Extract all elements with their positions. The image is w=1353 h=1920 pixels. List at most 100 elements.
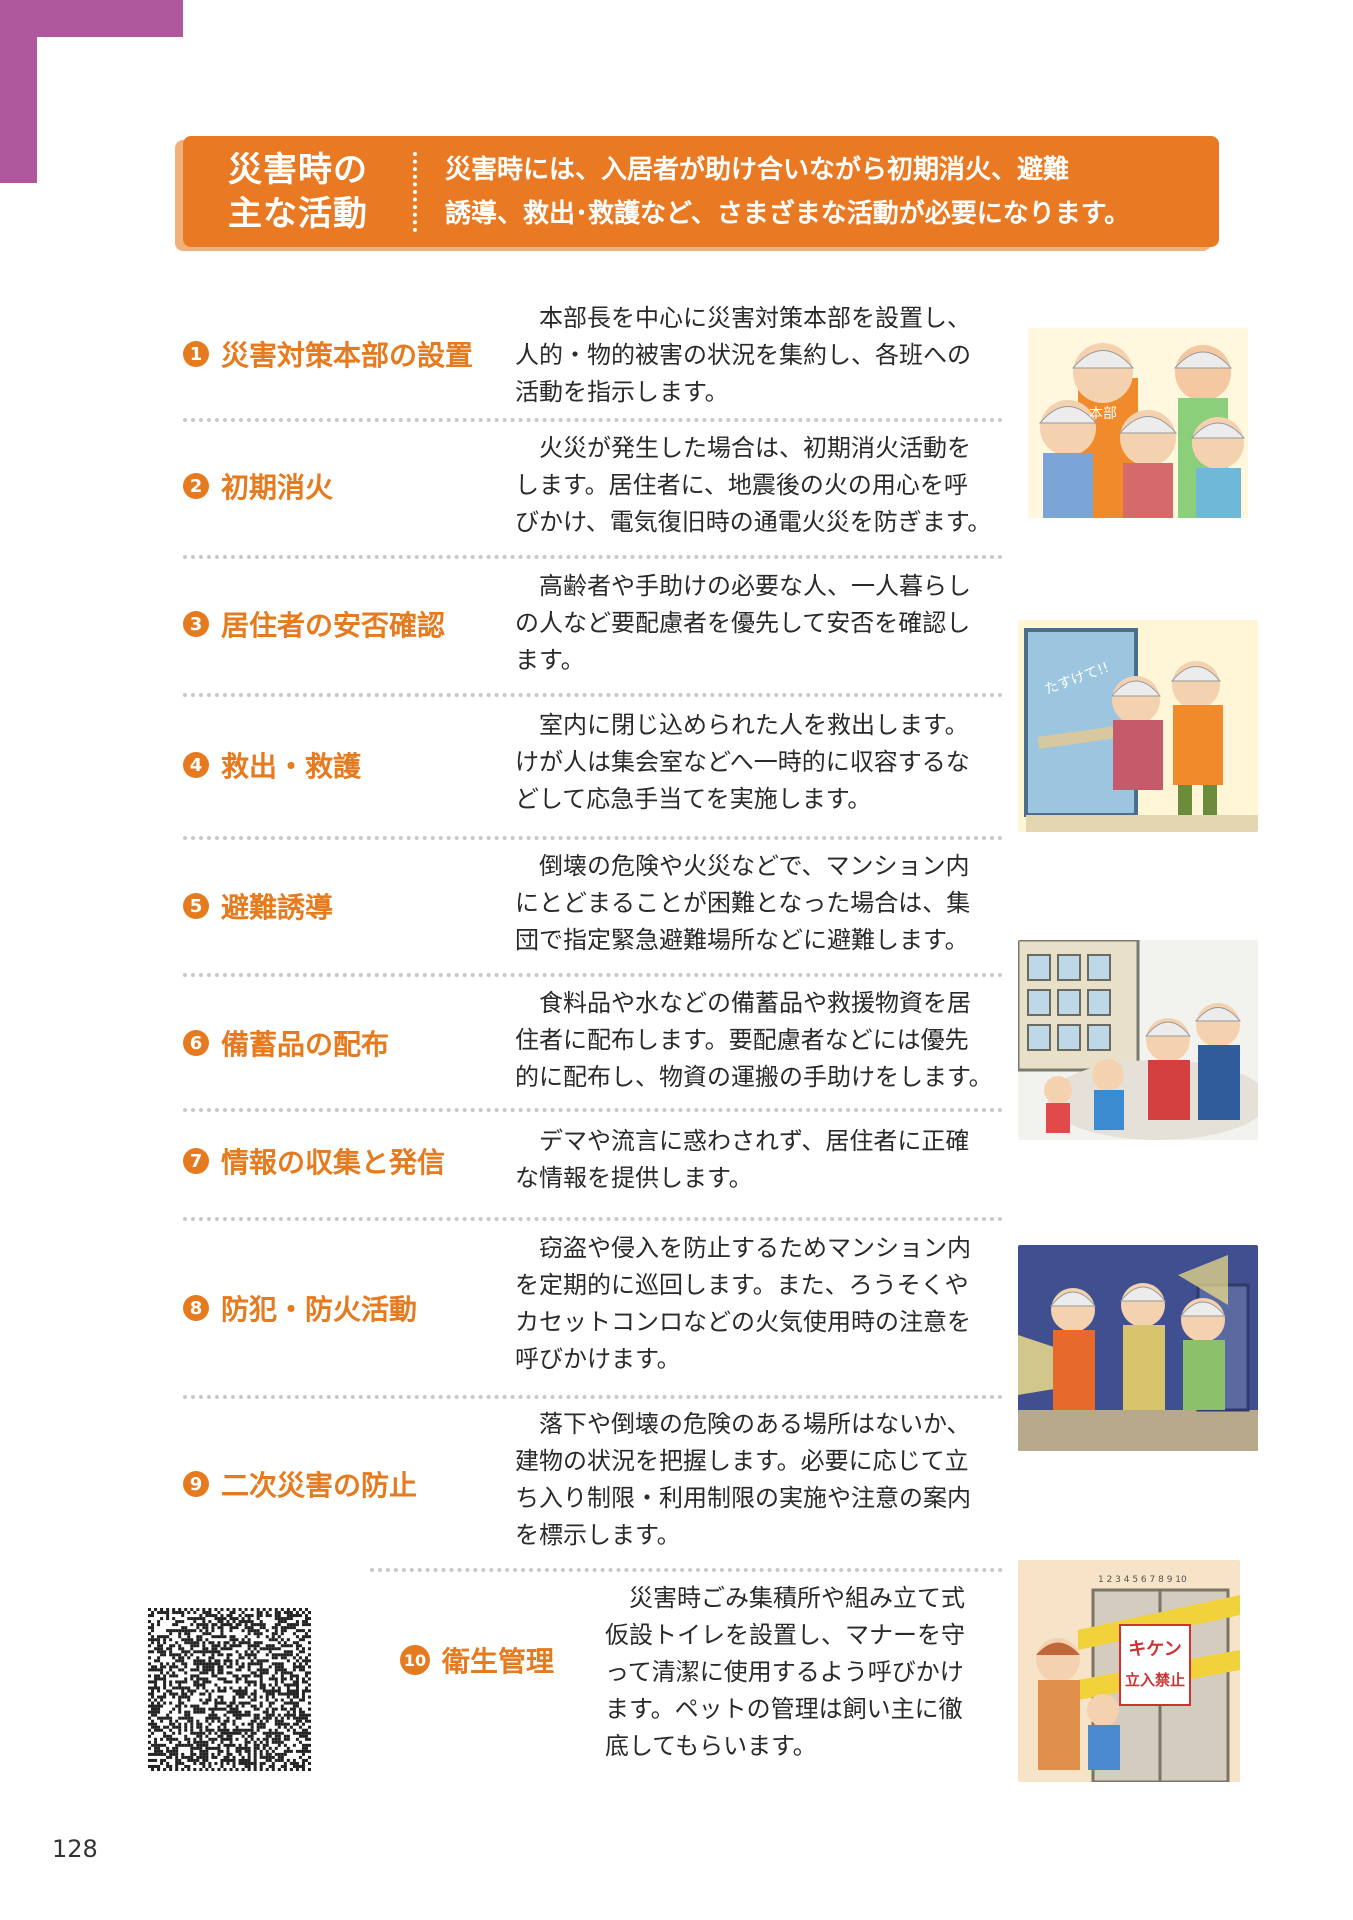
activity-title: 3 居住者の安否確認 — [183, 604, 445, 644]
number-badge: 1 — [183, 341, 209, 367]
description-line: 火災が発生した場合は、初期消火活動を — [515, 434, 971, 462]
activity-item-5: 5 避難誘導 倒壊の危険や火災などで、マンション内 にとどまることが困難となった… — [183, 848, 1003, 958]
activity-description: デマや流言に惑わされず、居住者に正確 な情報を提供します。 — [515, 1123, 1009, 1197]
description-line: 住者に配布します。要配慮者などには優先 — [515, 1026, 969, 1054]
header-divider — [413, 151, 417, 232]
number-badge: 2 — [183, 473, 209, 499]
activity-description: 高齢者や手助けの必要な人、一人暮らし の人など要配慮者を優先して安否を確認し ま… — [515, 568, 1009, 679]
section-description-line: 災害時には、入居者が助け合いながら初期消火、避難 — [445, 154, 1070, 185]
description-line: 人的・物的被害の状況を集約し、各班への — [515, 341, 971, 369]
description-line: 的に配布し、物資の運搬の手助けをします。 — [515, 1063, 993, 1091]
activity-title-text: 居住者の安否確認 — [221, 609, 446, 642]
keep-out-sign-line2: 立入禁止 — [1125, 1671, 1185, 1689]
activity-title: 9 二次災害の防止 — [183, 1464, 417, 1504]
description-line: 建物の状況を把握します。必要に応じて立 — [515, 1447, 969, 1475]
activity-title: 4 救出・救護 — [183, 745, 361, 785]
activity-description: 倒壊の危険や火災などで、マンション内 にとどまることが困難となった場合は、集 団… — [515, 848, 1009, 959]
dotted-divider — [183, 693, 1003, 697]
activity-item-7: 7 情報の収集と発信 デマや流言に惑わされず、居住者に正確 な情報を提供します。 — [183, 1123, 1003, 1203]
rescue-illustration: たすけて!! — [1018, 620, 1258, 832]
section-title-line: 主な活動 — [228, 193, 368, 234]
description-line: 呼びかけます。 — [515, 1345, 681, 1373]
description-line: します。居住者に、地震後の火の用心を呼 — [515, 471, 968, 499]
activity-title-text: 衛生管理 — [442, 1645, 555, 1678]
activity-title-text: 救出・救護 — [221, 750, 362, 783]
dotted-divider — [183, 418, 1003, 422]
section-description-line: 誘導、救出･救護など、さまざまな活動が必要になります。 — [445, 198, 1131, 229]
activity-title-text: 二次災害の防止 — [221, 1469, 418, 1502]
section-title-line: 災害時の — [228, 149, 368, 190]
description-line: 活動を指示します。 — [515, 378, 729, 406]
description-line: 底してもらいます。 — [605, 1732, 817, 1760]
keep-out-sign-line1: キケン — [1128, 1639, 1181, 1660]
description-line: 落下や倒壊の危険のある場所はないか、 — [515, 1410, 971, 1438]
number-badge: 7 — [183, 1148, 209, 1174]
description-line: ます。ペットの管理は飼い主に徹 — [605, 1695, 963, 1723]
description-line: 本部長を中心に災害対策本部を設置し、 — [515, 304, 971, 332]
dotted-divider — [183, 555, 1003, 559]
description-line: にとどまることが困難となった場合は、集 — [515, 889, 971, 917]
activity-description: 室内に閉じ込められた人を救出します。 けが人は集会室などへ一時的に収容するな ど… — [515, 707, 1009, 818]
activity-title: 6 備蓄品の配布 — [183, 1023, 389, 1063]
description-line: 団で指定緊急避難場所などに避難します。 — [515, 926, 969, 954]
dotted-divider — [183, 1217, 1003, 1221]
description-line: どして応急手当てを実施します。 — [515, 785, 872, 813]
activity-title-text: 初期消火 — [221, 471, 334, 504]
activity-title: 10 衛生管理 — [400, 1640, 554, 1680]
activity-title: 1 災害対策本部の設置 — [183, 334, 473, 374]
number-badge: 8 — [183, 1295, 209, 1321]
number-badge: 10 — [400, 1645, 430, 1675]
activity-title: 7 情報の収集と発信 — [183, 1141, 445, 1181]
number-badge: 4 — [183, 752, 209, 778]
description-line: を標示します。 — [515, 1521, 681, 1549]
section-header: 災害時の 主な活動 災害時には、入居者が助け合いながら初期消火、避難 誘導、救出… — [183, 136, 1219, 247]
activity-description: 窃盗や侵入を防止するためマンション内 を定期的に巡回します。また、ろうそくや カ… — [515, 1230, 1009, 1378]
description-line: 窃盗や侵入を防止するためマンション内 — [515, 1234, 971, 1262]
description-line: 仮設トイレを設置し、マナーを守 — [605, 1621, 965, 1649]
dotted-divider — [370, 1568, 1003, 1572]
description-line: 室内に閉じ込められた人を救出します。 — [515, 711, 969, 739]
activity-item-9: 9 二次災害の防止 落下や倒壊の危険のある場所はないか、 建物の状況を把握します… — [183, 1406, 1003, 1556]
activity-description: 本部長を中心に災害対策本部を設置し、 人的・物的被害の状況を集約し、各班への 活… — [515, 300, 1009, 411]
description-line: を定期的に巡回します。また、ろうそくや — [515, 1271, 969, 1299]
activity-description: 落下や倒壊の危険のある場所はないか、 建物の状況を把握します。必要に応じて立 ち… — [515, 1406, 1009, 1554]
description-line: 食料品や水などの備蓄品や救援物資を居 — [515, 989, 971, 1017]
section-title: 災害時の 主な活動 — [183, 148, 413, 236]
activity-item-10: 10 衛生管理 災害時ごみ集積所や組み立て式 仮設トイレを設置し、マナーを守 っ… — [400, 1580, 1000, 1770]
activity-item-1: 1 災害対策本部の設置 本部長を中心に災害対策本部を設置し、 人的・物的被害の状… — [183, 300, 1003, 410]
activity-item-4: 4 救出・救護 室内に閉じ込められた人を救出します。 けが人は集会室などへ一時的… — [183, 707, 1003, 817]
activity-title-text: 情報の収集と発信 — [221, 1146, 446, 1179]
activity-description: 食料品や水などの備蓄品や救援物資を居 住者に配布します。要配慮者などには優先 的… — [515, 985, 1009, 1096]
elevator-floor-indicator: 1 2 3 4 5 6 7 8 9 10 — [1098, 1575, 1187, 1585]
dotted-divider — [183, 1108, 1003, 1112]
elevator-keepout-illustration: 1 2 3 4 5 6 7 8 9 10 キケン 立入禁止 — [1018, 1560, 1240, 1782]
dotted-divider — [183, 836, 1003, 840]
activity-item-6: 6 備蓄品の配布 食料品や水などの備蓄品や救援物資を居 住者に配布します。要配慮… — [183, 985, 1003, 1095]
activity-title-text: 避難誘導 — [221, 891, 334, 924]
description-line: ます。 — [515, 646, 585, 674]
hq-meeting-illustration: 本部 — [1018, 318, 1258, 518]
activity-title-text: 備蓄品の配布 — [221, 1028, 390, 1061]
description-line: って清潔に使用するよう呼びかけ — [605, 1658, 964, 1686]
qr-code[interactable] — [148, 1608, 311, 1771]
description-line: びかけ、電気復旧時の通電火災を防ぎます。 — [515, 508, 992, 536]
number-badge: 5 — [183, 893, 209, 919]
activity-description: 災害時ごみ集積所や組み立て式 仮設トイレを設置し、マナーを守 って清潔に使用する… — [605, 1580, 1005, 1765]
description-line: 高齢者や手助けの必要な人、一人暮らし — [515, 572, 971, 600]
activity-title: 5 避難誘導 — [183, 886, 333, 926]
description-line: デマや流言に惑わされず、居住者に正確 — [515, 1127, 970, 1155]
dotted-divider — [183, 1395, 1003, 1399]
description-line: の人など要配慮者を優先して安否を確認し — [515, 609, 971, 637]
patrol-illustration — [1018, 1245, 1258, 1451]
activity-item-2: 2 初期消火 火災が発生した場合は、初期消火活動を します。居住者に、地震後の火… — [183, 430, 1003, 540]
corner-decoration-vertical — [0, 0, 37, 183]
description-line: な情報を提供します。 — [515, 1164, 753, 1192]
number-badge: 9 — [183, 1471, 209, 1497]
activity-description: 火災が発生した場合は、初期消火活動を します。居住者に、地震後の火の用心を呼 び… — [515, 430, 1009, 541]
activity-title-text: 防犯・防火活動 — [221, 1293, 418, 1326]
description-line: 災害時ごみ集積所や組み立て式 — [605, 1584, 965, 1612]
description-line: ち入り制限・利用制限の実施や注意の案内 — [515, 1484, 971, 1512]
activity-title: 8 防犯・防火活動 — [183, 1288, 417, 1328]
hq-badge: 本部 — [1089, 406, 1117, 422]
activity-title-text: 災害対策本部の設置 — [221, 339, 474, 372]
